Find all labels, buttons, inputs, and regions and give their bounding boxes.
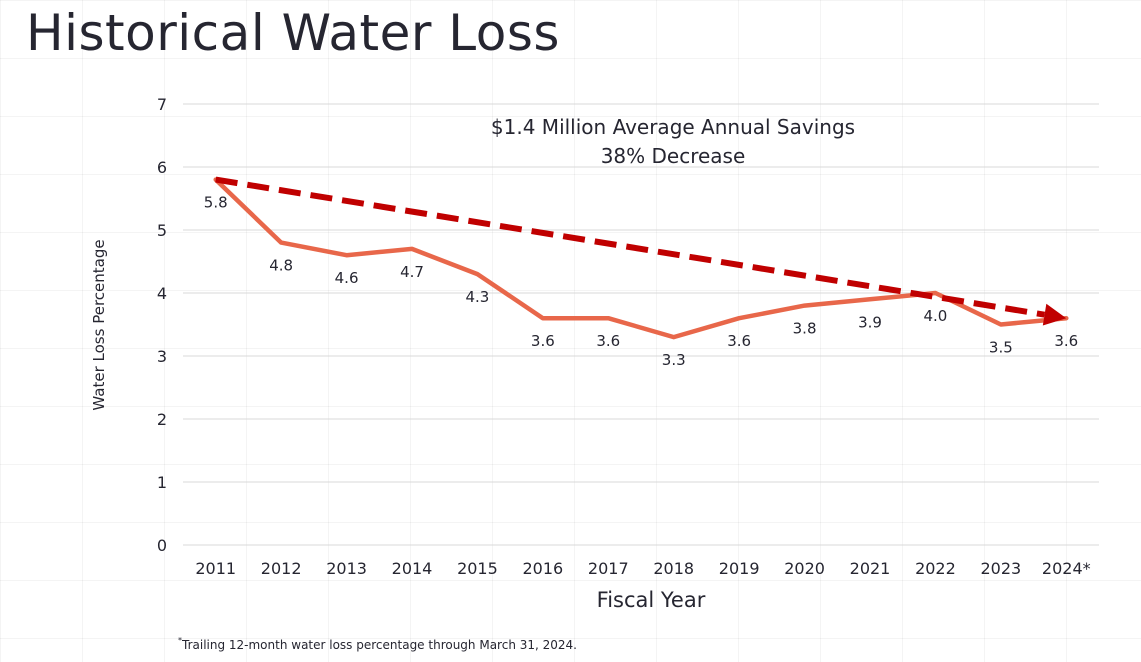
y-tick-label: 1 — [157, 473, 167, 492]
x-axis-ticks: 2011 2012 2013 2014 2015 2016 2017 2018 2019 2020… — [195, 559, 1090, 578]
page-title: Historical Water Loss — [26, 4, 560, 62]
y-axis-ticks: 0 1 2 3 4 5 6 7 — [157, 95, 167, 555]
trend-line — [215, 176, 1046, 318]
annotation-decrease: 38% Decrease — [601, 144, 746, 168]
data-label: 3.8 — [793, 320, 817, 338]
x-tick-label: 2015 — [457, 559, 498, 578]
data-label: 3.5 — [989, 339, 1013, 357]
footnote-text: Trailing 12-month water loss percentage … — [182, 638, 577, 652]
x-tick-label: 2016 — [522, 559, 563, 578]
y-tick-label: 2 — [157, 410, 167, 429]
x-tick-label: 2011 — [195, 559, 236, 578]
x-tick-label: 2018 — [653, 559, 694, 578]
x-tick-label: 2014 — [392, 559, 433, 578]
trend-arrow — [215, 176, 1067, 326]
data-label: 4.7 — [400, 263, 424, 281]
data-label: 3.6 — [596, 332, 620, 350]
y-axis-label: Water Loss Percentage — [90, 239, 108, 410]
data-label: 3.3 — [662, 351, 686, 369]
data-label: 4.0 — [923, 307, 947, 325]
footnote: *Trailing 12-month water loss percentage… — [178, 636, 577, 652]
x-tick-label: 2021 — [850, 559, 891, 578]
data-label: 4.6 — [335, 269, 359, 287]
x-tick-label: 2023 — [980, 559, 1021, 578]
x-tick-label: 2017 — [588, 559, 629, 578]
y-tick-label: 5 — [157, 221, 167, 240]
x-tick-label: 2024* — [1042, 559, 1091, 578]
x-tick-label: 2013 — [326, 559, 367, 578]
x-tick-label: 2012 — [261, 559, 302, 578]
y-tick-label: 7 — [157, 95, 167, 114]
x-tick-label: 2022 — [915, 559, 956, 578]
data-label: 3.6 — [727, 332, 751, 350]
y-tick-label: 0 — [157, 536, 167, 555]
data-label: 4.3 — [465, 288, 489, 306]
x-tick-label: 2019 — [719, 559, 760, 578]
data-labels: 5.8 4.8 4.6 4.7 4.3 3.6 3.6 3.3 3.6 3.8 3.9 4.0 3.5 3… — [204, 194, 1078, 370]
trend-arrowhead — [1042, 303, 1067, 326]
gridlines — [183, 103, 1099, 546]
x-axis-label: Fiscal Year — [597, 588, 706, 612]
data-label: 5.8 — [204, 194, 228, 212]
data-label: 3.6 — [1054, 332, 1078, 350]
data-label: 3.9 — [858, 313, 882, 331]
data-label: 3.6 — [531, 332, 555, 350]
y-tick-label: 4 — [157, 284, 167, 303]
annotation-savings: $1.4 Million Average Annual Savings — [491, 115, 855, 139]
footnote-marker: * — [178, 636, 182, 645]
y-tick-label: 3 — [157, 347, 167, 366]
x-tick-label: 2020 — [784, 559, 825, 578]
y-tick-label: 6 — [157, 158, 167, 177]
data-label: 4.8 — [269, 257, 293, 275]
